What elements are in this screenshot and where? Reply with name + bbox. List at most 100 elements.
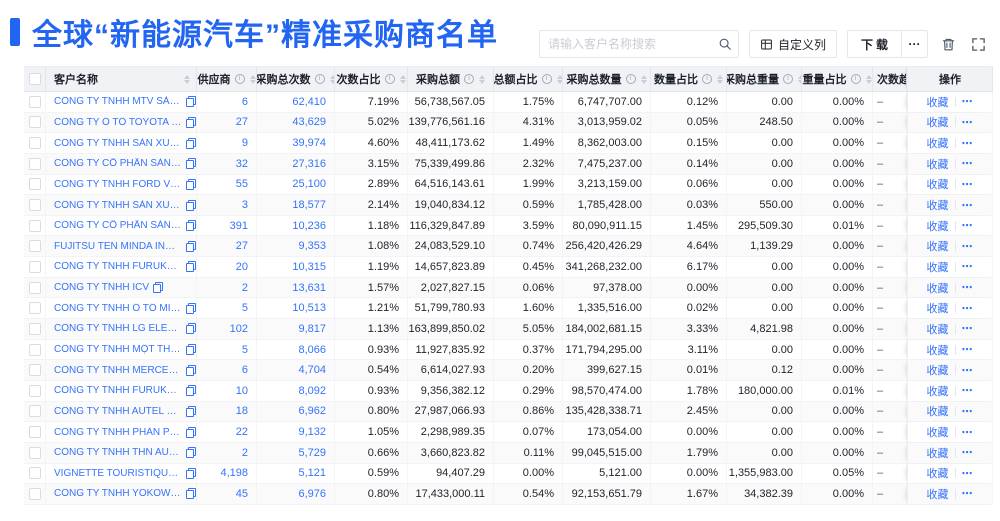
info-icon[interactable]: i	[314, 74, 325, 84]
company-name-link[interactable]: CÔNG TY TNHH PHÂN PHỐI T...	[54, 426, 182, 438]
sort-icon[interactable]	[329, 74, 334, 84]
copy-icon[interactable]	[186, 323, 196, 335]
copy-icon[interactable]	[186, 96, 196, 108]
row-checkbox[interactable]	[28, 302, 41, 315]
purchases-cell[interactable]: 6,976	[257, 484, 335, 504]
sort-icon[interactable]	[479, 74, 485, 84]
purchases-cell[interactable]: 27,316	[257, 153, 335, 174]
row-checkbox[interactable]	[28, 467, 41, 480]
favorite-link[interactable]: 收藏	[926, 96, 949, 109]
suppliers-cell[interactable]: 4,198	[197, 463, 257, 484]
favorite-link[interactable]: 收藏	[926, 282, 949, 295]
suppliers-cell[interactable]: 18	[197, 401, 257, 422]
sort-icon[interactable]	[640, 74, 647, 84]
row-more-link[interactable]: ⋯	[961, 116, 974, 129]
expand-icon[interactable]	[968, 34, 988, 54]
sort-icon[interactable]	[249, 74, 256, 84]
info-icon[interactable]: i	[541, 74, 552, 84]
suppliers-cell[interactable]: 9	[197, 133, 257, 153]
column-header[interactable]: 数量占比 i	[651, 67, 727, 91]
favorite-link[interactable]: 收藏	[926, 323, 949, 336]
suppliers-cell[interactable]: 20	[197, 257, 257, 277]
row-checkbox[interactable]	[28, 426, 41, 439]
suppliers-cell[interactable]: 391	[197, 215, 257, 236]
favorite-link[interactable]: 收藏	[926, 447, 949, 460]
company-name-link[interactable]: CÔNG TY TNHH LG ELECTRON...	[54, 323, 182, 335]
favorite-link[interactable]: 收藏	[926, 241, 949, 254]
row-checkbox[interactable]	[28, 405, 41, 418]
company-name-link[interactable]: CÔNG TY TNHH FURUKAWA A...	[54, 385, 182, 397]
info-icon[interactable]: i	[384, 74, 395, 84]
copy-icon[interactable]	[186, 385, 196, 397]
sort-icon[interactable]	[865, 74, 872, 84]
copy-icon[interactable]	[186, 116, 196, 128]
info-icon[interactable]: i	[783, 74, 793, 84]
purchases-cell[interactable]: 9,353	[257, 236, 335, 257]
company-name-link[interactable]: CÔNG TY TNHH Ô TÔ MITSUBI...	[54, 302, 182, 314]
row-more-link[interactable]: ⋯	[961, 426, 974, 439]
favorite-link[interactable]: 收藏	[926, 344, 949, 357]
row-checkbox[interactable]	[28, 260, 41, 273]
row-checkbox[interactable]	[28, 116, 41, 129]
row-more-link[interactable]: ⋯	[961, 302, 974, 315]
row-more-link[interactable]: ⋯	[961, 364, 974, 377]
row-checkbox[interactable]	[28, 178, 41, 191]
row-checkbox[interactable]	[28, 343, 41, 356]
company-name-link[interactable]: VIGNETTE TOURISTIQUE G UNI...	[54, 467, 182, 479]
suppliers-cell[interactable]: 5	[197, 339, 257, 360]
copy-icon[interactable]	[186, 344, 196, 355]
company-name-link[interactable]: CÔNG TY TNHH FORD VIỆT NAM	[54, 178, 182, 190]
row-checkbox[interactable]	[28, 199, 41, 212]
favorite-link[interactable]: 收藏	[926, 427, 949, 440]
suppliers-cell[interactable]: 22	[197, 422, 257, 442]
column-header[interactable]: 次数占比 i	[335, 67, 408, 91]
row-checkbox[interactable]	[28, 219, 41, 232]
purchases-cell[interactable]: 62,410	[257, 92, 335, 112]
row-checkbox[interactable]	[28, 364, 41, 377]
row-more-link[interactable]: ⋯	[961, 220, 974, 233]
copy-icon[interactable]	[186, 261, 196, 273]
purchases-cell[interactable]: 10,513	[257, 298, 335, 319]
purchases-cell[interactable]: 8,066	[257, 339, 335, 360]
row-more-link[interactable]: ⋯	[961, 467, 974, 480]
purchases-cell[interactable]: 9,817	[257, 319, 335, 339]
copy-icon[interactable]	[186, 364, 196, 376]
company-name-link[interactable]: CÔNG TY TNHH ICV	[54, 282, 150, 294]
purchases-cell[interactable]: 4,704	[257, 360, 335, 380]
row-checkbox[interactable]	[28, 384, 41, 397]
row-more-link[interactable]: ⋯	[961, 447, 974, 460]
favorite-link[interactable]: 收藏	[926, 303, 949, 316]
purchases-cell[interactable]: 10,315	[257, 257, 335, 277]
info-icon[interactable]: i	[702, 74, 712, 84]
row-checkbox[interactable]	[28, 487, 41, 500]
suppliers-cell[interactable]: 6	[197, 360, 257, 380]
favorite-link[interactable]: 收藏	[926, 158, 949, 171]
suppliers-cell[interactable]: 2	[197, 277, 257, 298]
favorite-link[interactable]: 收藏	[926, 406, 949, 419]
company-name-link[interactable]: FUJITSU TEN MINDA INDIA PVT...	[54, 240, 182, 252]
download-button[interactable]: 下载	[848, 31, 901, 57]
copy-icon[interactable]	[186, 240, 196, 252]
column-header[interactable]: 采购总次数 i	[257, 67, 335, 91]
column-header[interactable]: 操作	[907, 67, 993, 91]
column-header[interactable]: 采购总数量 i	[563, 67, 651, 91]
search-box[interactable]	[538, 30, 739, 58]
favorite-link[interactable]: 收藏	[926, 117, 949, 130]
favorite-link[interactable]: 收藏	[926, 220, 949, 233]
company-name-link[interactable]: CÔNG TY TNHH MTV SẢN XUẤ...	[54, 96, 182, 108]
row-checkbox[interactable]	[28, 240, 41, 253]
company-name-link[interactable]: CÔNG TY TNHH THN AUTOPAR...	[54, 447, 182, 459]
row-more-link[interactable]: ⋯	[961, 385, 974, 398]
favorite-link[interactable]: 收藏	[926, 468, 949, 481]
row-checkbox[interactable]	[28, 137, 41, 150]
suppliers-cell[interactable]: 32	[197, 153, 257, 174]
purchases-cell[interactable]: 25,100	[257, 174, 335, 195]
copy-icon[interactable]	[186, 488, 196, 500]
info-icon[interactable]: i	[625, 74, 636, 84]
company-name-link[interactable]: CÔNG TY CỔ PHẦN SẢN XUẤT...	[54, 158, 182, 170]
purchases-cell[interactable]: 8,092	[257, 380, 335, 401]
copy-icon[interactable]	[153, 282, 164, 294]
select-all-checkbox[interactable]	[28, 73, 41, 85]
column-header[interactable]: 采购总额 i	[408, 67, 494, 91]
row-checkbox[interactable]	[28, 95, 41, 108]
